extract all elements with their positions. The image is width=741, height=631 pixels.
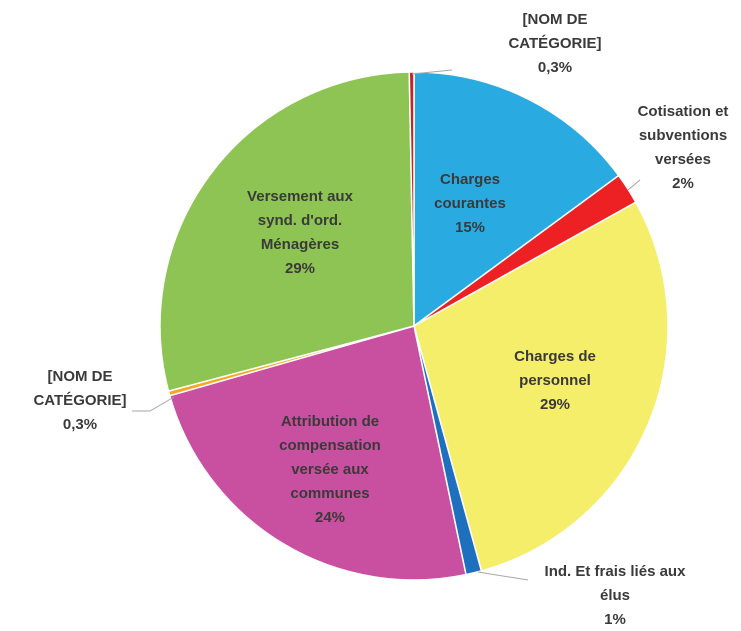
slice-label: Charges courantes 15%	[423, 168, 518, 240]
category-label: Attribution de compensation versée aux c…	[279, 413, 381, 502]
pie-slice	[413, 201, 669, 572]
slice-label: Charges de personnel 29%	[493, 345, 618, 417]
value-label: 0,3%	[537, 59, 573, 76]
pie-slice	[413, 71, 620, 328]
value-label: 15%	[454, 219, 486, 236]
slice-label: [NOM DE CATÉGORIE] 0,3%	[23, 365, 138, 437]
category-label: Ind. Et frais liés aux élus	[544, 563, 686, 604]
slice-label: Cotisation et subventions versées 2%	[621, 100, 741, 196]
category-label: Charges courantes	[434, 171, 506, 212]
value-label: 1%	[604, 611, 626, 628]
value-label: 29%	[284, 260, 316, 277]
slice-label: Versement aux synd. d'ord. Ménagères 29%	[233, 185, 368, 281]
slice-label: [NOM DE CATÉGORIE] 0,3%	[498, 8, 613, 80]
category-label: [NOM DE CATÉGORIE]	[508, 11, 602, 52]
slice-label: Ind. Et frais liés aux élus 1%	[535, 560, 695, 631]
leader-line	[477, 571, 529, 581]
value-label: 29%	[539, 396, 571, 413]
slice-label: Attribution de compensation versée aux c…	[255, 410, 405, 530]
category-label: [NOM DE CATÉGORIE]	[33, 368, 127, 409]
leader-line	[132, 396, 175, 412]
value-label: 2%	[672, 175, 694, 192]
pie-slice	[168, 325, 467, 581]
leader-line	[411, 69, 453, 75]
category-label: Charges de personnel	[514, 348, 596, 389]
category-label: Versement aux synd. d'ord. Ménagères	[247, 188, 353, 253]
value-label: 24%	[314, 509, 346, 526]
leader-line	[627, 179, 641, 191]
pie-slice	[159, 71, 415, 393]
pie-slice	[408, 71, 415, 327]
category-label: Cotisation et subventions versées	[637, 103, 729, 168]
value-label: 0,3%	[62, 416, 98, 433]
